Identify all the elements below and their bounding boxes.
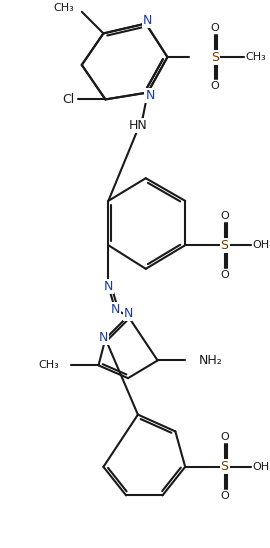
Text: N: N bbox=[146, 89, 155, 102]
Text: N: N bbox=[110, 302, 120, 316]
Text: O: O bbox=[220, 492, 229, 501]
Text: N: N bbox=[104, 280, 113, 293]
Text: CH₃: CH₃ bbox=[53, 3, 74, 13]
Text: N: N bbox=[124, 307, 133, 320]
Text: OH: OH bbox=[252, 462, 270, 472]
Text: N: N bbox=[143, 14, 152, 27]
Text: O: O bbox=[210, 24, 219, 33]
Text: NH₂: NH₂ bbox=[199, 354, 223, 367]
Text: S: S bbox=[221, 239, 229, 252]
Text: O: O bbox=[220, 210, 229, 221]
Text: HN: HN bbox=[129, 118, 147, 132]
Text: Cl: Cl bbox=[62, 93, 74, 106]
Text: N: N bbox=[99, 331, 108, 344]
Text: S: S bbox=[211, 50, 219, 64]
Text: O: O bbox=[220, 270, 229, 279]
Text: CH₃: CH₃ bbox=[246, 52, 266, 62]
Text: O: O bbox=[210, 81, 219, 90]
Text: O: O bbox=[220, 432, 229, 442]
Text: CH₃: CH₃ bbox=[38, 361, 59, 370]
Text: S: S bbox=[221, 460, 229, 473]
Text: OH: OH bbox=[252, 240, 270, 250]
